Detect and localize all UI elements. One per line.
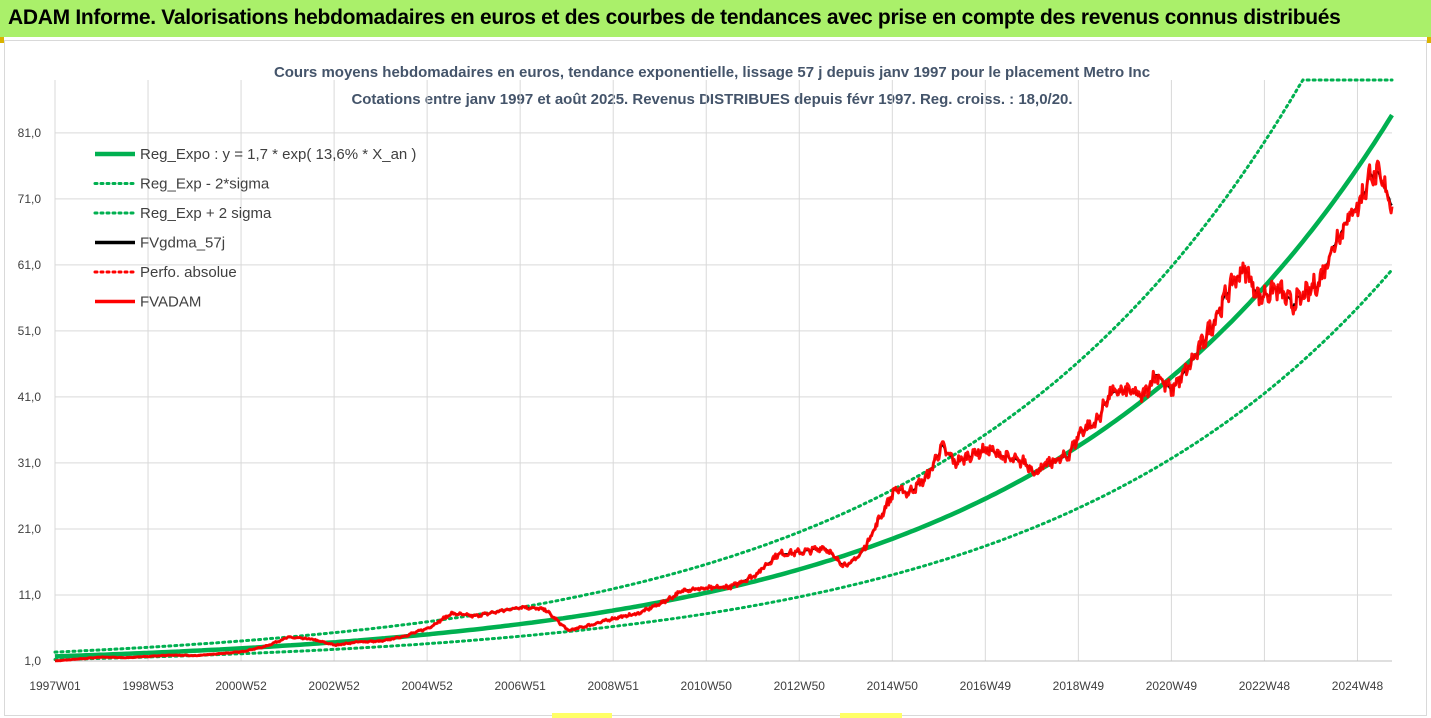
- chart-title: Cours moyens hebdomadaires en euros, ten…: [274, 64, 1150, 81]
- series-fvadam: [54, 159, 1394, 663]
- x-tick-label: 2002W52: [308, 679, 360, 693]
- x-tick-label: 2016W49: [960, 679, 1012, 693]
- series-reg-exp-minus-2sigma: [53, 268, 1394, 661]
- y-axis: 1,0 11,0 21,0 31,0 41,0 51,0 61,0 71,0 81,0: [18, 126, 42, 668]
- gridlines: [54, 80, 1392, 662]
- y-tick-label: 81,0: [18, 126, 42, 140]
- x-tick-label: 1998W53: [122, 679, 174, 693]
- legend-label: FVADAM: [140, 294, 201, 311]
- x-tick-label: 2020W49: [1146, 679, 1198, 693]
- x-tick-label: 2012W50: [774, 679, 826, 693]
- corner-marker-left: [0, 37, 4, 43]
- report-title: ADAM Informe. Valorisations hebdomadaire…: [8, 6, 1341, 29]
- x-tick-label: 2008W51: [588, 679, 640, 693]
- legend-label: Reg_Exp - 2*sigma: [140, 176, 270, 193]
- legend-label: Reg_Expo : y = 1,7 * exp( 13,6% * X_an ): [140, 146, 416, 163]
- x-tick-label: 1997W01: [29, 679, 81, 693]
- y-tick-label: 51,0: [18, 324, 42, 338]
- x-tick-label: 2022W48: [1239, 679, 1291, 693]
- y-tick-label: 21,0: [18, 522, 42, 536]
- legend-label: Reg_Exp + 2 sigma: [140, 205, 272, 222]
- corner-marker-right: [1427, 37, 1431, 43]
- x-tick-label: 2006W51: [494, 679, 546, 693]
- legend: Reg_Expo : y = 1,7 * exp( 13,6% * X_an )…: [93, 146, 416, 311]
- y-tick-label: 41,0: [18, 390, 42, 404]
- x-tick-label: 2010W50: [681, 679, 733, 693]
- y-tick-label: 1,0: [24, 654, 41, 668]
- series-reg-exp-plus-2sigma: [53, 78, 1394, 654]
- y-tick-label: 11,0: [19, 588, 42, 602]
- series-reg-expo: [54, 113, 1394, 659]
- sheet-tab-marker-1: [552, 713, 612, 718]
- chart-subtitle: Cotations entre janv 1997 et août 2025. …: [351, 91, 1072, 108]
- series-lines: [53, 78, 1394, 663]
- x-tick-label: 2000W52: [215, 679, 267, 693]
- legend-label: Perfo. absolue: [140, 264, 237, 281]
- report-banner: ADAM Informe. Valorisations hebdomadaire…: [0, 0, 1431, 37]
- sheet-tab-marker-2: [840, 713, 902, 718]
- y-tick-label: 31,0: [18, 456, 42, 470]
- x-tick-label: 2024W48: [1332, 679, 1384, 693]
- legend-label: FVgdma_57j: [140, 235, 225, 252]
- x-tick-label: 2014W50: [867, 679, 919, 693]
- x-tick-label: 2004W52: [401, 679, 453, 693]
- y-tick-label: 61,0: [18, 258, 42, 272]
- x-axis: 1997W01 1998W53 2000W52 2002W52 2004W52 2006W…: [29, 679, 1383, 693]
- y-tick-label: 71,0: [18, 192, 42, 206]
- x-tick-label: 2018W49: [1053, 679, 1105, 693]
